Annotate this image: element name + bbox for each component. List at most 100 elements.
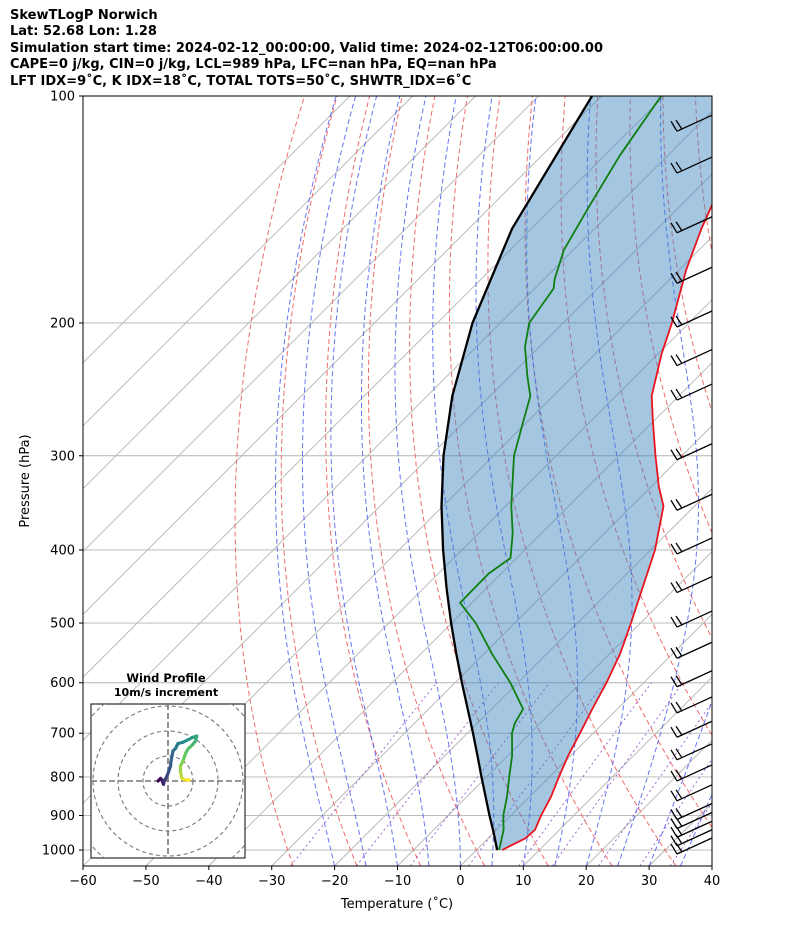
wind-barb-flag — [675, 615, 683, 626]
isotherm-line — [271, 425, 712, 866]
hodograph-subtitle: 10m/s increment — [114, 686, 218, 699]
wind-barb — [676, 820, 713, 838]
x-tick-label: −30 — [258, 874, 285, 889]
wind-barb-flag — [675, 646, 683, 657]
isotherm-line — [397, 550, 712, 866]
wind-barb — [676, 310, 713, 328]
wind-barb — [676, 575, 713, 594]
wind-barb-flag — [670, 676, 678, 688]
wind-barb — [676, 641, 713, 659]
isotherm-line — [522, 676, 712, 866]
wind-barb-flag — [675, 161, 683, 172]
wind-barb — [676, 829, 713, 847]
wind-barb-flag — [675, 542, 683, 553]
wind-barb-flag — [670, 272, 678, 284]
dry-adiabat-line — [280, 96, 358, 866]
mixing-ratio-line — [669, 801, 712, 866]
x-tick-label: 0 — [456, 874, 464, 889]
isotherm-line — [83, 96, 351, 364]
wind-barb — [676, 743, 713, 761]
y-tick-label: 100 — [50, 90, 75, 105]
cape-line: CAPE=0 j/kg, CIN=0 j/kg, LCL=989 hPa, LF… — [10, 57, 497, 73]
wind-barb-flag — [670, 449, 678, 461]
wind-barb-flag — [670, 749, 678, 761]
wind-barb-flag — [675, 221, 683, 232]
wind-barb-flag — [675, 119, 683, 130]
wind-barb — [676, 156, 713, 174]
wind-barb-flag — [675, 498, 683, 509]
dry-adiabat-line — [367, 96, 485, 866]
wind-barb-flag — [675, 354, 683, 364]
y-tick-label: 900 — [50, 809, 75, 824]
index-line: LFT IDX=9˚C, K IDX=18˚C, TOTAL TOTS=50˚C… — [10, 73, 472, 89]
wind-barb-flag — [670, 222, 678, 234]
wind-barb-flag — [670, 702, 678, 714]
wind-barb-flag — [675, 315, 683, 326]
y-tick-label: 300 — [50, 449, 75, 464]
y-tick-label: 400 — [50, 543, 75, 558]
dewpoint-profile-line — [459, 96, 662, 851]
wind-barb — [676, 610, 713, 628]
isotherm-line — [83, 96, 476, 490]
moist-adiabat-line — [711, 864, 712, 866]
wind-barb-flag — [670, 843, 678, 855]
wind-barb — [676, 837, 713, 855]
y-tick-label: 800 — [50, 770, 75, 785]
moist-adiabat-line — [302, 96, 367, 866]
wind-barb-flag — [675, 789, 683, 800]
wind-barb — [676, 266, 713, 284]
wind-barb-flag — [670, 616, 678, 628]
moist-adiabat-line — [526, 96, 578, 866]
wind-barb-flag — [670, 647, 678, 659]
wind-barb — [676, 720, 713, 738]
x-tick-label: 20 — [578, 874, 595, 889]
isotherm-line — [83, 96, 539, 553]
parcel-profile-line — [440, 96, 593, 851]
dry-adiabat-line — [325, 96, 422, 866]
isotherm-line — [460, 613, 712, 866]
y-tick-label: 500 — [50, 617, 75, 632]
isotherm-line — [711, 865, 712, 866]
wind-barb-flag — [670, 809, 678, 820]
wind-barb-flag — [670, 316, 678, 328]
mixing-ratio-line — [468, 682, 605, 866]
dry-adiabat-line — [662, 96, 712, 414]
wind-barb — [676, 696, 713, 714]
dry-adiabat-line — [761, 96, 794, 866]
wind-barb-flag — [670, 162, 678, 174]
dry-adiabat-line — [524, 96, 712, 829]
wind-barb-flag — [670, 355, 678, 366]
moist-adiabat-line — [648, 699, 712, 866]
wind-barb-flag — [670, 120, 678, 132]
wind-barb-flag — [675, 675, 683, 686]
y-tick-label: 700 — [50, 727, 75, 742]
wind-barb-flag — [670, 770, 678, 782]
isotherm-line — [145, 299, 712, 866]
wind-barb — [676, 216, 713, 234]
isotherm-line — [83, 110, 712, 741]
hodograph-segment — [169, 749, 175, 763]
time-line: Simulation start time: 2024-02-12_00:00:… — [10, 40, 603, 56]
temperature-profile-line — [501, 202, 712, 851]
moist-adiabat-line — [275, 96, 337, 866]
wind-barb-flag — [670, 726, 678, 738]
x-tick-label: −10 — [384, 874, 411, 889]
wind-barb-flag — [675, 448, 683, 459]
wind-barb — [676, 784, 713, 802]
wind-barb-flag — [675, 748, 683, 759]
wind-barb-flag — [675, 701, 683, 712]
wind-barb-flag — [670, 499, 678, 511]
wind-barb — [676, 764, 713, 782]
dry-adiabat-line — [448, 96, 613, 866]
wind-barb — [676, 811, 713, 830]
hodograph-title: Wind Profile — [126, 671, 206, 685]
wind-barb — [676, 443, 713, 461]
x-axis-label: Temperature (˚C) — [340, 896, 453, 912]
wind-barb-flag — [670, 790, 678, 802]
moist-adiabat-line — [585, 96, 633, 866]
mixing-ratio-line — [597, 701, 712, 866]
y-tick-label: 200 — [50, 316, 75, 331]
moist-adiabat-line — [394, 96, 461, 866]
isotherm-line — [334, 487, 712, 866]
cin-shading — [441, 96, 712, 850]
